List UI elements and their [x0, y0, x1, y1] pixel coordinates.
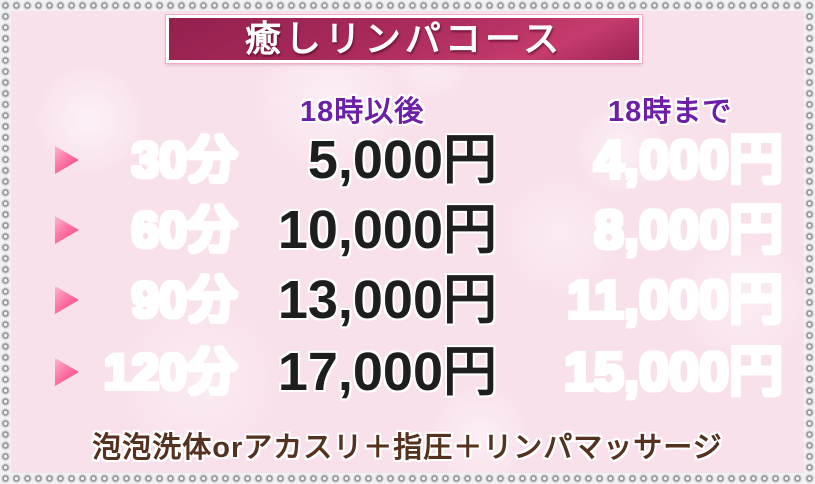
- chain-border-bottom-icon: [0, 473, 815, 484]
- triangle-right-icon: [55, 358, 79, 386]
- early-price: 8,000円: [593, 200, 783, 260]
- late-price: 13,000円: [277, 270, 497, 330]
- duration-label: 60分: [131, 198, 237, 262]
- early-price: 15,000円: [563, 342, 783, 402]
- chain-border-right-icon: [804, 0, 815, 484]
- late-price: 5,000円: [307, 130, 497, 190]
- duration-label: 120分: [104, 340, 237, 404]
- triangle-right-icon: [55, 286, 79, 314]
- price-row-90min: 90分 13,000円 11,000円: [0, 268, 815, 332]
- duration-label: 90分: [131, 268, 237, 332]
- price-row-120min: 120分 17,000円 15,000円: [0, 340, 815, 404]
- column-header-after-18: 18時以後: [300, 96, 425, 128]
- late-price: 10,000円: [277, 200, 497, 260]
- course-title: 癒しリンパコース: [244, 18, 564, 59]
- early-price: 4,000円: [593, 130, 783, 190]
- duration-label: 30分: [131, 128, 237, 192]
- chain-border-top-icon: [0, 0, 815, 11]
- triangle-right-icon: [55, 216, 79, 244]
- price-row-60min: 60分 10,000円 8,000円: [0, 198, 815, 262]
- early-price: 11,000円: [566, 270, 783, 330]
- price-row-30min: 30分 5,000円 4,000円: [0, 128, 815, 192]
- triangle-right-icon: [55, 146, 79, 174]
- column-header-until-18: 18時まで: [608, 96, 733, 128]
- late-price: 17,000円: [277, 342, 497, 402]
- course-description-note: 泡泡洗体orアカスリ＋指圧＋リンパマッサージ: [92, 432, 723, 464]
- course-title-banner: 癒しリンパコース: [166, 15, 642, 63]
- chain-border-left-icon: [0, 0, 11, 484]
